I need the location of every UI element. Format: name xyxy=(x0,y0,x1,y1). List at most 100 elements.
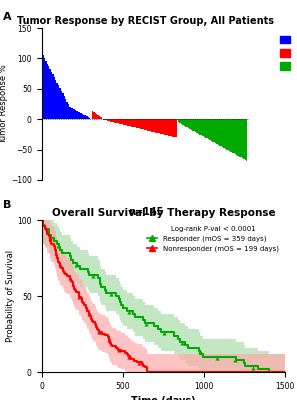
Bar xyxy=(160,119,161,134)
Bar xyxy=(78,112,79,119)
Bar xyxy=(206,119,208,138)
Bar xyxy=(229,119,230,151)
Bar xyxy=(188,119,189,128)
Bar xyxy=(205,119,206,138)
Bar xyxy=(96,114,97,119)
Bar xyxy=(201,119,202,135)
Bar xyxy=(209,119,211,140)
Bar xyxy=(68,104,69,119)
X-axis label: Time (days): Time (days) xyxy=(131,396,196,400)
Bar xyxy=(123,119,124,125)
Bar xyxy=(144,119,146,130)
Bar xyxy=(184,119,185,126)
Bar xyxy=(109,119,110,121)
Bar xyxy=(239,119,240,157)
Bar xyxy=(146,119,147,130)
Bar xyxy=(59,88,61,119)
Bar xyxy=(58,85,59,119)
Bar xyxy=(157,119,158,133)
Bar xyxy=(55,80,56,119)
Bar xyxy=(64,96,65,119)
Bar xyxy=(124,119,126,125)
Bar xyxy=(187,119,188,128)
Legend: Responder (mOS = 359 days), Nonresponder (mOS = 199 days): Responder (mOS = 359 days), Nonresponder… xyxy=(144,224,282,255)
Bar xyxy=(238,119,239,156)
Bar xyxy=(112,119,113,122)
Bar xyxy=(222,119,223,147)
Bar xyxy=(61,91,62,119)
Bar xyxy=(62,94,64,119)
Bar xyxy=(143,119,144,130)
Bar xyxy=(138,119,140,128)
Bar xyxy=(154,119,155,132)
Bar xyxy=(218,119,219,145)
Bar xyxy=(69,107,71,119)
Bar xyxy=(100,118,102,119)
Bar xyxy=(120,119,121,124)
Bar xyxy=(219,119,220,146)
Bar xyxy=(165,119,167,135)
Bar xyxy=(75,110,76,119)
Bar xyxy=(216,119,218,144)
Bar xyxy=(107,119,109,121)
Bar xyxy=(117,119,119,123)
Bar xyxy=(99,116,100,119)
Bar xyxy=(71,108,72,119)
Bar xyxy=(130,119,131,126)
Bar xyxy=(66,102,68,119)
Bar xyxy=(214,119,215,142)
Bar xyxy=(103,119,105,120)
Bar xyxy=(215,119,216,143)
Bar xyxy=(230,119,232,152)
Bar xyxy=(80,113,82,119)
Bar xyxy=(191,119,192,130)
Bar xyxy=(202,119,203,136)
Bar xyxy=(134,119,136,128)
Bar xyxy=(150,119,151,131)
Bar xyxy=(56,82,58,119)
Bar xyxy=(110,119,112,122)
Bar xyxy=(48,66,49,119)
Bar xyxy=(244,119,246,160)
Bar xyxy=(225,119,226,149)
Bar xyxy=(90,118,92,119)
Bar xyxy=(65,99,66,119)
Bar xyxy=(114,119,116,122)
Bar xyxy=(79,112,80,119)
Bar xyxy=(133,119,134,127)
Bar xyxy=(73,109,75,119)
Bar xyxy=(119,119,120,124)
Bar xyxy=(88,117,89,119)
Bar xyxy=(147,119,148,130)
Bar xyxy=(126,119,127,125)
Bar xyxy=(243,119,244,159)
Bar xyxy=(175,119,177,138)
Bar xyxy=(182,119,184,125)
Bar xyxy=(53,77,55,119)
Bar xyxy=(76,111,78,119)
Bar xyxy=(106,119,107,120)
Bar xyxy=(179,119,181,123)
Bar xyxy=(72,108,73,119)
Bar xyxy=(226,119,228,150)
Bar xyxy=(44,58,45,119)
Bar xyxy=(52,74,53,119)
Bar xyxy=(181,119,182,124)
Bar xyxy=(113,119,114,122)
Bar xyxy=(164,119,165,135)
Bar xyxy=(83,115,85,119)
Bar xyxy=(49,69,51,119)
Bar xyxy=(189,119,191,129)
Bar xyxy=(162,119,164,134)
Bar xyxy=(236,119,238,155)
Bar xyxy=(42,55,44,119)
Bar xyxy=(158,119,160,133)
Bar xyxy=(194,119,195,132)
Title: Tumor Response by RECIST Group, All Patients: Tumor Response by RECIST Group, All Pati… xyxy=(17,16,274,26)
Bar xyxy=(105,119,106,120)
Text: A: A xyxy=(3,12,12,22)
Bar xyxy=(172,119,174,137)
Bar xyxy=(141,119,143,129)
Bar xyxy=(161,119,162,134)
Bar xyxy=(170,119,171,136)
